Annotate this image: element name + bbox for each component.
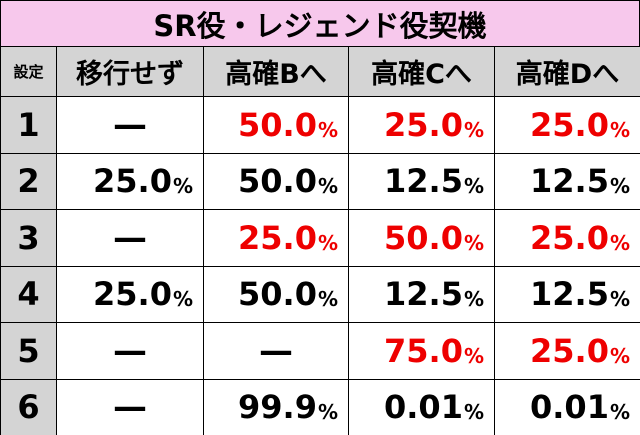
value-text: 0.01 [530,388,609,427]
value-unit: % [172,174,193,199]
value-text: 99.9 [238,388,317,427]
value-unit: % [463,117,484,142]
value-cell: 0.01% [348,378,495,435]
value-text: 25.0 [93,275,172,314]
row-label: 4 [0,265,57,323]
value-cell: 25.0% [494,96,640,154]
value-cell: 50.0% [203,152,349,210]
value-text: 25.0 [384,105,463,144]
value-cell: 12.5% [494,152,640,210]
header-cell: 高確Cへ [348,46,495,97]
value-unit: % [463,174,484,199]
value-unit: % [609,343,630,368]
value-text: — [113,387,147,428]
value-unit: % [609,174,630,199]
value-text: — [113,104,147,145]
value-cell: 25.0% [56,152,204,210]
value-cell: 0.01% [494,378,640,435]
value-cell: 12.5% [348,265,495,323]
value-text: — [113,330,147,371]
value-cell: — [56,378,204,435]
value-unit: % [609,287,630,312]
value-unit: % [172,287,193,312]
value-text: 25.0 [530,331,609,370]
value-cell: 25.0% [494,322,640,380]
value-unit: % [317,400,338,425]
value-text: — [259,330,293,371]
value-unit: % [463,400,484,425]
value-cell: — [56,209,204,267]
value-text: 25.0 [93,162,172,201]
header-cell: 設定 [0,46,57,97]
row-label: 2 [0,152,57,210]
value-cell: 12.5% [494,265,640,323]
value-text: 12.5 [530,162,609,201]
value-cell: 25.0% [56,265,204,323]
value-text: — [113,217,147,258]
value-text: 0.01 [384,388,463,427]
value-unit: % [609,230,630,255]
value-text: 12.5 [530,275,609,314]
value-cell: 50.0% [203,96,349,154]
value-cell: 50.0% [348,209,495,267]
row-label: 1 [0,96,57,154]
value-text: 50.0 [238,162,317,201]
value-unit: % [317,174,338,199]
value-unit: % [609,117,630,142]
row-label: 6 [0,378,57,435]
row-label: 5 [0,322,57,380]
value-unit: % [463,230,484,255]
value-cell: 12.5% [348,152,495,210]
row-label: 3 [0,209,57,267]
title: SR役・レジェンド役契機 [0,0,640,47]
value-unit: % [609,400,630,425]
value-unit: % [463,287,484,312]
value-cell: 25.0% [348,96,495,154]
value-cell: 25.0% [494,209,640,267]
value-text: 25.0 [238,218,317,257]
value-cell: 75.0% [348,322,495,380]
value-cell: 99.9% [203,378,349,435]
value-text: 50.0 [238,275,317,314]
value-unit: % [463,343,484,368]
value-text: 50.0 [238,105,317,144]
value-text: 75.0 [384,331,463,370]
value-text: 25.0 [530,218,609,257]
value-text: 50.0 [384,218,463,257]
value-cell: 25.0% [203,209,349,267]
value-text: 12.5 [384,162,463,201]
value-cell: — [56,96,204,154]
header-cell: 移行せず [56,46,204,97]
header-cell: 高確Dへ [494,46,640,97]
value-text: 12.5 [384,275,463,314]
value-cell: — [203,322,349,380]
value-cell: — [56,322,204,380]
value-cell: 50.0% [203,265,349,323]
value-unit: % [317,287,338,312]
value-unit: % [317,117,338,142]
header-cell: 高確Bへ [203,46,349,97]
value-unit: % [317,230,338,255]
value-text: 25.0 [530,105,609,144]
